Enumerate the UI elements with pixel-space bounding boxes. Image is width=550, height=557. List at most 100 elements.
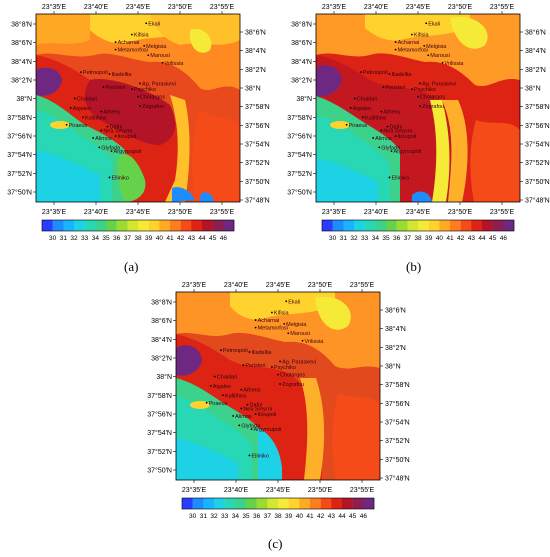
city-label: Piraeus <box>349 123 368 129</box>
bottom-tick-label: 23°35′E <box>322 208 347 216</box>
right-tick-label: 38°2′N <box>245 66 266 74</box>
city-label: Petroupoli <box>83 70 108 76</box>
top-tick-label: 23°45′E <box>266 281 291 289</box>
right-tick-label: 38°N <box>385 363 401 371</box>
colorbar-swatch <box>214 498 225 509</box>
right-tick-labels-b: 38°6′N 38°4′N 38°2′N 38°N 37°58′N 37°56′N 37°5… <box>520 29 550 205</box>
city-label: Cholargos <box>140 95 165 101</box>
panel-label-b: (b) <box>406 259 422 274</box>
left-tick-label: 38°N <box>296 95 312 103</box>
colorbar-tick-label: 35 <box>102 235 110 242</box>
colorbar-swatch <box>364 220 376 231</box>
bottom-tick-label: 23°50′E <box>168 208 193 216</box>
left-tick-label: 38°8′N <box>11 21 32 29</box>
colorbar-tick-label: 42 <box>317 513 325 520</box>
colorbar-swatch <box>116 220 128 231</box>
city-marker <box>248 454 251 457</box>
city-marker <box>394 48 397 51</box>
city-marker <box>271 311 273 314</box>
colorbar-tick-label: 44 <box>478 235 486 242</box>
left-tick-label: 37°56′N <box>147 411 172 419</box>
city-marker <box>232 415 235 417</box>
city-marker <box>110 150 113 153</box>
colorbar-tick-label: 34 <box>372 235 380 242</box>
colorbar-swatch <box>320 498 332 509</box>
left-tick-labels-a: 38°8′N 38°6′N 38°4′N 38°2′N 38°N 37°58′N 37°56… <box>7 21 36 197</box>
colorbar-frame <box>321 219 515 232</box>
left-tick-label: 37°50′N <box>287 189 312 197</box>
city-marker <box>209 384 212 387</box>
city-marker <box>238 424 241 427</box>
left-tick-label: 38°4′N <box>11 58 32 66</box>
city-label: Zografou <box>282 382 304 388</box>
bottom-tick-label: 23°50′E <box>448 208 473 216</box>
colorbar-swatch <box>278 498 289 509</box>
left-tick-label: 38°2′N <box>291 77 312 85</box>
top-tick-label: 23°50′E <box>308 281 333 289</box>
city-marker <box>145 22 148 25</box>
colorbar-swatch <box>224 498 236 509</box>
city-label: Peristeri <box>245 363 265 369</box>
city-label: Ellinikо <box>251 453 268 459</box>
city-marker <box>147 54 150 57</box>
bottom-tick-label: 23°35′E <box>182 486 207 494</box>
bottom-tick-label: 23°55′E <box>490 208 515 216</box>
city-label: Kifisia <box>134 33 150 39</box>
colorbar-swatch <box>106 220 117 231</box>
panel-label-a: (a) <box>124 259 139 274</box>
top-tick-label: 23°35′E <box>42 3 67 11</box>
colorbar-tick-label: 30 <box>49 235 57 242</box>
city-marker <box>131 88 133 90</box>
colorbar-swatch <box>428 220 440 231</box>
city-label: Athens <box>103 110 120 116</box>
city-marker <box>287 332 290 335</box>
city-label: Petroupoli <box>363 70 388 76</box>
top-tick-label: 23°40′E <box>364 3 389 11</box>
colorbar-tick-label: 34 <box>232 513 240 520</box>
city-marker <box>425 22 428 25</box>
city-label: Cholargos <box>280 373 305 379</box>
colorbar-swatch <box>246 498 257 509</box>
colorbar-tick-label: 38 <box>414 235 422 242</box>
city-label: Peristeri <box>385 85 405 91</box>
colorbar-swatch <box>439 220 451 231</box>
right-tick-label: 38°6′N <box>525 29 546 37</box>
city-marker <box>411 33 413 36</box>
city-label: Chaidari <box>357 96 377 102</box>
top-tick-label: 23°40′E <box>224 281 249 289</box>
colorbar-c: 30 31 32 33 34 35 36 37 38 39 40 41 42 43 44 45 46 <box>181 497 375 520</box>
colorbar-tick-label: 31 <box>340 235 348 242</box>
city-marker <box>108 176 111 179</box>
city-marker <box>254 413 257 415</box>
left-tick-label: 37°50′N <box>147 467 172 475</box>
city-label: Vrilissia <box>445 61 465 67</box>
left-tick-label: 38°6′N <box>11 39 32 47</box>
city-label: Kifisia <box>414 33 430 39</box>
city-label: Melgisia <box>146 44 167 50</box>
right-tick-label: 37°50′N <box>525 178 550 186</box>
right-tick-label: 38°N <box>525 85 541 93</box>
colorbar-tick-label: 30 <box>189 513 197 520</box>
city-label: Peristeri <box>105 85 125 91</box>
city-label: Alimos <box>235 414 252 420</box>
colorbar-swatch <box>52 220 64 231</box>
colorbar-swatch <box>343 220 355 231</box>
colorbar-swatch <box>363 498 375 509</box>
city-marker <box>372 137 375 139</box>
city-marker <box>417 95 419 98</box>
city-label: Aigaleo <box>73 106 91 112</box>
colorbar-swatch <box>386 220 397 231</box>
left-tick-label: 37°56′N <box>287 133 312 141</box>
top-tick-labels-a: 23°35′E 23°40′E 23°45′E 23°50′E 23°55′E <box>42 3 235 14</box>
left-tick-label: 38°4′N <box>291 58 312 66</box>
colorbar-swatch <box>471 220 483 231</box>
city-marker <box>114 135 117 137</box>
city-label: Dafni <box>389 125 402 131</box>
city-marker <box>108 73 111 75</box>
city-marker <box>205 401 208 404</box>
city-marker <box>248 351 251 353</box>
right-tick-label: 38°N <box>245 85 261 93</box>
bottom-tick-label: 23°45′E <box>406 208 431 216</box>
city-label: Athens <box>243 388 260 394</box>
city-marker <box>242 364 245 367</box>
